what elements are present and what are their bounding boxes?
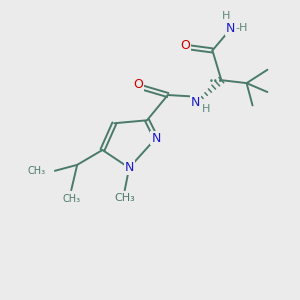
Text: CH₃: CH₃ bbox=[28, 166, 46, 176]
Text: N: N bbox=[124, 161, 134, 174]
Text: -H: -H bbox=[236, 23, 248, 33]
Text: O: O bbox=[181, 40, 190, 52]
Text: CH₃: CH₃ bbox=[62, 194, 80, 204]
Text: N: N bbox=[151, 132, 160, 145]
Text: N: N bbox=[226, 22, 235, 34]
Text: H: H bbox=[202, 104, 211, 114]
Text: •••: ••• bbox=[209, 77, 223, 86]
Text: CH₃: CH₃ bbox=[114, 193, 135, 202]
Text: N: N bbox=[191, 96, 200, 109]
Text: H: H bbox=[222, 11, 230, 21]
Text: O: O bbox=[133, 78, 143, 91]
